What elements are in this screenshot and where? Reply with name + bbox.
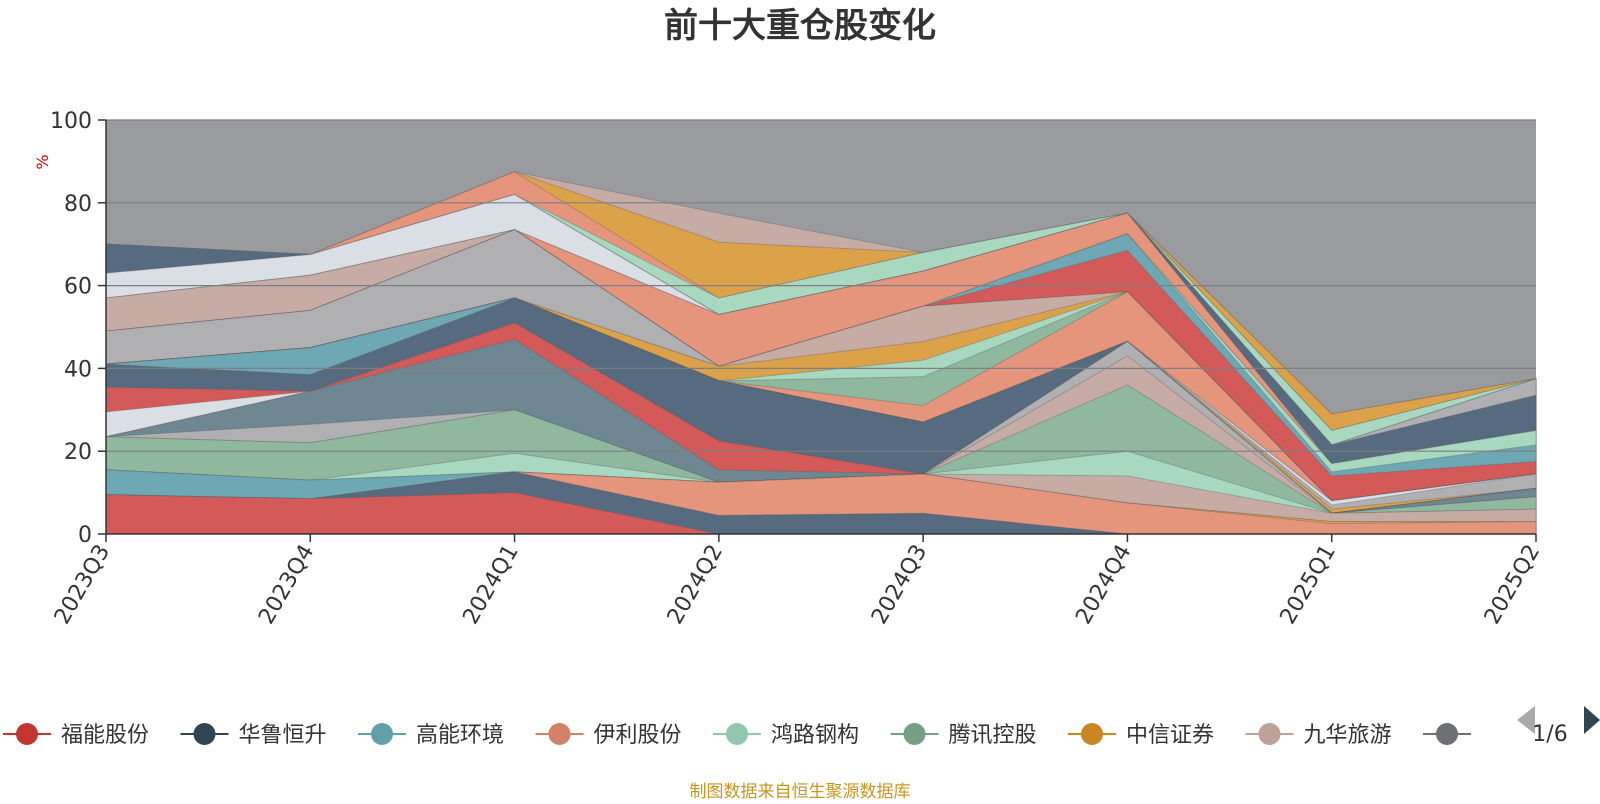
legend-label: 伊利股份: [594, 723, 682, 748]
legend: 福能股份 华鲁恒升 高能环境 伊利股份 鸿路钢构 腾讯控股 中信证券 九华旅游: [3, 723, 1471, 748]
x-tick-label: 2024Q2: [663, 541, 728, 629]
area-layers: [105, 171, 1537, 535]
chart-title: 前十大重仓股变化: [664, 6, 936, 46]
circle-marker-icon: [16, 723, 38, 745]
circle-marker-icon: [903, 723, 926, 745]
legend-item[interactable]: 福能股份: [3, 723, 149, 748]
x-tick-label: 2024Q1: [458, 541, 523, 629]
legend-label: 鸿路钢构: [771, 723, 859, 748]
x-tick-label: 2025Q1: [1276, 541, 1341, 629]
legend-label: 中信证券: [1126, 723, 1214, 748]
triangle-left-icon[interactable]: [1517, 706, 1535, 734]
x-tick-label: 2024Q3: [867, 541, 932, 629]
legend-item[interactable]: 腾讯控股: [890, 723, 1037, 748]
y-tick-label: 100: [50, 109, 92, 134]
circle-marker-icon: [726, 723, 748, 745]
x-tick-label: 2024Q4: [1071, 541, 1136, 629]
legend-item[interactable]: 伊利股份: [535, 723, 682, 748]
triangle-right-icon[interactable]: [1584, 706, 1600, 734]
circle-marker-icon: [193, 723, 216, 745]
legend-label: 九华旅游: [1304, 723, 1392, 748]
legend-label: 高能环境: [416, 723, 504, 748]
data-source-note: 制图数据来自恒生聚源数据库: [690, 782, 911, 800]
legend-item[interactable]: 高能环境: [358, 723, 504, 748]
legend-page-indicator: 1/6: [1532, 722, 1567, 747]
legend-pager: 1/6: [1517, 706, 1600, 747]
y-axis-unit: %: [33, 154, 52, 169]
y-tick-label: 0: [78, 523, 92, 548]
circle-marker-icon: [1258, 723, 1281, 745]
y-tick-label: 40: [64, 357, 92, 382]
circle-marker-icon: [1081, 723, 1103, 745]
circle-marker-icon: [371, 723, 393, 745]
legend-label: 腾讯控股: [949, 723, 1037, 748]
legend-item[interactable]: 九华旅游: [1245, 723, 1392, 748]
x-tick-label: 2023Q4: [254, 541, 319, 629]
y-tick-label: 20: [64, 440, 92, 465]
circle-marker-icon: [1436, 723, 1458, 745]
x-tick-label: 2023Q3: [50, 541, 115, 629]
legend-label: 福能股份: [61, 723, 149, 748]
legend-item[interactable]: 鸿路钢构: [713, 723, 859, 748]
circle-marker-icon: [548, 723, 571, 745]
legend-item[interactable]: 中信证券: [1068, 723, 1214, 748]
y-tick-label: 80: [64, 192, 92, 217]
legend-item[interactable]: 华鲁恒升: [180, 723, 327, 748]
grid-lines: [106, 119, 1536, 452]
legend-item[interactable]: [1423, 723, 1471, 745]
legend-label: 华鲁恒升: [239, 723, 327, 748]
x-tick-label: 2025Q2: [1480, 541, 1545, 629]
y-tick-label: 60: [64, 275, 92, 300]
